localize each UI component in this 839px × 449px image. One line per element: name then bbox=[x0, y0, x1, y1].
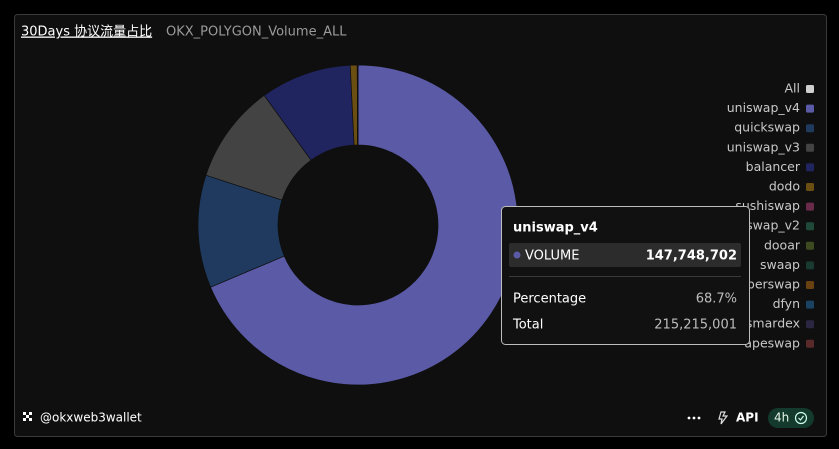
legend-swatch bbox=[806, 202, 814, 211]
legend-swatch bbox=[806, 241, 814, 250]
legend-swatch bbox=[806, 104, 814, 113]
api-button[interactable]: API bbox=[736, 411, 759, 425]
tooltip-highlight bbox=[509, 243, 741, 267]
logo bbox=[23, 412, 32, 421]
tooltip-metric: VOLUME bbox=[525, 249, 579, 264]
legend-swatch bbox=[806, 320, 814, 329]
legend-swatch bbox=[806, 222, 814, 231]
footer: @okxweb3wallet API 4h bbox=[23, 408, 814, 428]
tooltip-percentage: 68.7% bbox=[696, 292, 737, 307]
legend-label[interactable]: sushiswap bbox=[735, 198, 800, 213]
legend-swatch bbox=[806, 143, 814, 152]
legend-label[interactable]: quickswap bbox=[734, 120, 800, 135]
interval-check bbox=[798, 415, 804, 421]
tooltip-box bbox=[501, 206, 750, 345]
legend-label[interactable]: uniswap_v3 bbox=[727, 139, 800, 154]
legend-label[interactable]: swaap bbox=[760, 257, 800, 272]
legend-label[interactable]: apeswap bbox=[744, 335, 800, 350]
tooltip-percentage-label: Percentage bbox=[513, 292, 586, 307]
tooltip-total: 215,215,001 bbox=[654, 318, 737, 333]
legend-swatch bbox=[806, 261, 814, 270]
legend-label[interactable]: uniswap_v4 bbox=[727, 100, 800, 115]
more-button[interactable] bbox=[687, 416, 701, 420]
tooltip-title: uniswap_v4 bbox=[513, 221, 598, 236]
tooltip-total-label: Total bbox=[512, 318, 543, 333]
legend-swatch bbox=[806, 300, 814, 309]
pie-slice bbox=[210, 64, 519, 386]
api-icon bbox=[718, 411, 729, 425]
legend-swatch bbox=[806, 163, 814, 172]
chart-title[interactable]: 30Days 协议流量占比 bbox=[21, 25, 152, 40]
tooltip-value: 147,748,702 bbox=[646, 249, 737, 264]
legend-swatch bbox=[806, 124, 814, 133]
legend-label[interactable]: dooar bbox=[764, 237, 801, 252]
legend-label[interactable]: dodo bbox=[769, 179, 800, 194]
legend-label[interactable]: dfyn bbox=[773, 296, 800, 311]
legend-label[interactable]: All bbox=[785, 81, 801, 96]
legend-swatch bbox=[806, 281, 814, 289]
interval-label: 4h bbox=[774, 411, 789, 425]
footer-handle[interactable]: @okxweb3wallet bbox=[40, 411, 142, 425]
legend-swatch bbox=[806, 85, 814, 93]
legend-label[interactable]: smardex bbox=[746, 316, 800, 331]
tooltip: uniswap_v4 VOLUME 147,748,702 Percentage… bbox=[501, 206, 750, 345]
legend-label[interactable]: balancer bbox=[746, 159, 801, 174]
tooltip-dot bbox=[513, 251, 521, 259]
interval-icon bbox=[794, 411, 808, 425]
pie bbox=[197, 64, 519, 386]
legend-swatch bbox=[806, 183, 814, 191]
chart-subtitle: OKX_POLYGON_Volume_ALL bbox=[166, 25, 347, 40]
legend-swatch bbox=[806, 339, 814, 348]
